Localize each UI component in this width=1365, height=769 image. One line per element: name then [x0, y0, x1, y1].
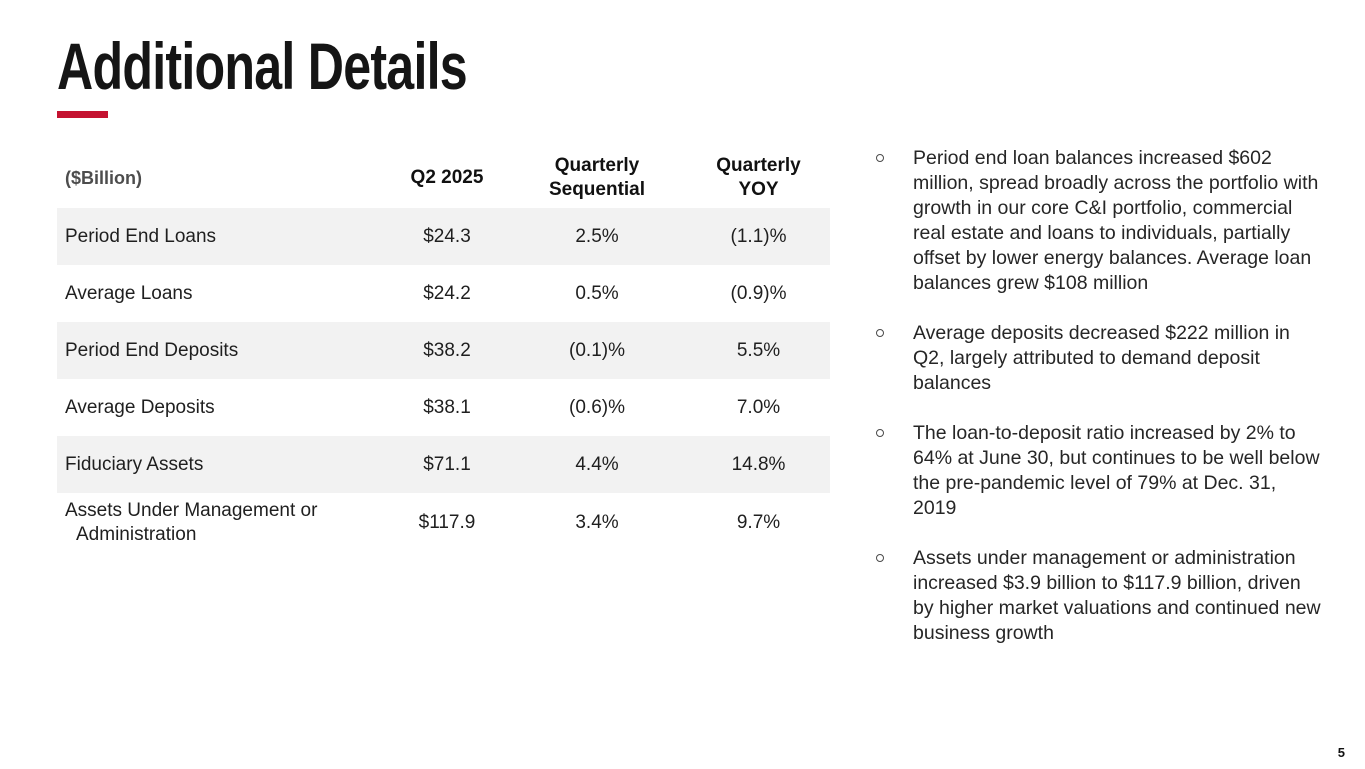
row-label: Average Loans — [65, 282, 193, 304]
list-item: Assets under management or administratio… — [860, 546, 1322, 646]
row-label: Period End Loans — [65, 225, 217, 247]
table-unit-label: ($Billion) — [65, 167, 142, 188]
bullet-circle-icon — [876, 429, 884, 437]
cell-quarterly-yoy: 9.7% — [736, 511, 781, 533]
cell-quarterly-sequential: 4.4% — [575, 453, 619, 475]
table-header-row: ($Billion) Q2 2025 Quarterly Sequential … — [57, 148, 830, 208]
row-label: Fiduciary Assets — [65, 453, 204, 475]
bullet-circle-icon — [876, 154, 884, 162]
cell-quarterly-yoy: 7.0% — [736, 396, 781, 418]
cell-q2-2025: $24.2 — [423, 282, 471, 304]
cell-quarterly-sequential: (0.6)% — [569, 396, 625, 418]
page-title: Additional Details — [57, 29, 468, 103]
cell-q2-2025: $24.3 — [423, 225, 471, 247]
page-number: 5 — [1337, 745, 1345, 760]
list-item: Average deposits decreased $222 million … — [860, 321, 1322, 396]
cell-q2-2025: $38.1 — [423, 396, 471, 418]
row-label: Average Deposits — [65, 396, 215, 418]
bullet-text: The loan-to-deposit ratio increased by 2… — [913, 422, 1320, 519]
title-accent-bar — [57, 111, 108, 118]
cell-q2-2025: $117.9 — [418, 511, 476, 533]
column-header-quarterly-sequential: Quarterly Sequential — [548, 155, 646, 200]
table-row: Average Deposits $38.1 (0.6)% 7.0% — [57, 379, 830, 436]
cell-q2-2025: $38.2 — [423, 339, 471, 361]
table-row: Period End Deposits $38.2 (0.1)% 5.5% — [57, 322, 830, 379]
row-label: Assets Under Management or Administratio… — [65, 500, 318, 545]
cell-quarterly-yoy: 14.8% — [731, 453, 786, 475]
list-item: The loan-to-deposit ratio increased by 2… — [860, 421, 1322, 521]
bullet-text: Average deposits decreased $222 million … — [913, 322, 1290, 394]
bullet-text: Period end loan balances increased $602 … — [913, 147, 1319, 294]
row-label: Period End Deposits — [65, 339, 239, 361]
column-header-quarterly-yoy: Quarterly YOY — [716, 155, 801, 200]
bullet-text: Assets under management or administratio… — [913, 547, 1321, 644]
bullet-circle-icon — [876, 329, 884, 337]
cell-quarterly-sequential: 3.4% — [575, 511, 619, 533]
table-row: Assets Under Management or Administratio… — [57, 493, 830, 553]
column-header-q2-2025: Q2 2025 — [410, 167, 484, 188]
cell-q2-2025: $71.1 — [423, 453, 471, 475]
cell-quarterly-sequential: 0.5% — [575, 282, 619, 304]
cell-quarterly-yoy: (1.1)% — [730, 225, 787, 247]
table-row: Fiduciary Assets $71.1 4.4% 14.8% — [57, 436, 830, 493]
metrics-table: ($Billion) Q2 2025 Quarterly Sequential … — [57, 148, 830, 553]
cell-quarterly-sequential: (0.1)% — [569, 339, 625, 361]
cell-quarterly-yoy: (0.9)% — [730, 282, 787, 304]
table-row: Period End Loans $24.3 2.5% (1.1)% — [57, 208, 830, 265]
commentary-list: Period end loan balances increased $602 … — [860, 146, 1322, 671]
bullet-circle-icon — [876, 554, 884, 562]
cell-quarterly-sequential: 2.5% — [575, 225, 619, 247]
cell-quarterly-yoy: 5.5% — [736, 339, 781, 361]
list-item: Period end loan balances increased $602 … — [860, 146, 1322, 296]
table-row: Average Loans $24.2 0.5% (0.9)% — [57, 265, 830, 322]
